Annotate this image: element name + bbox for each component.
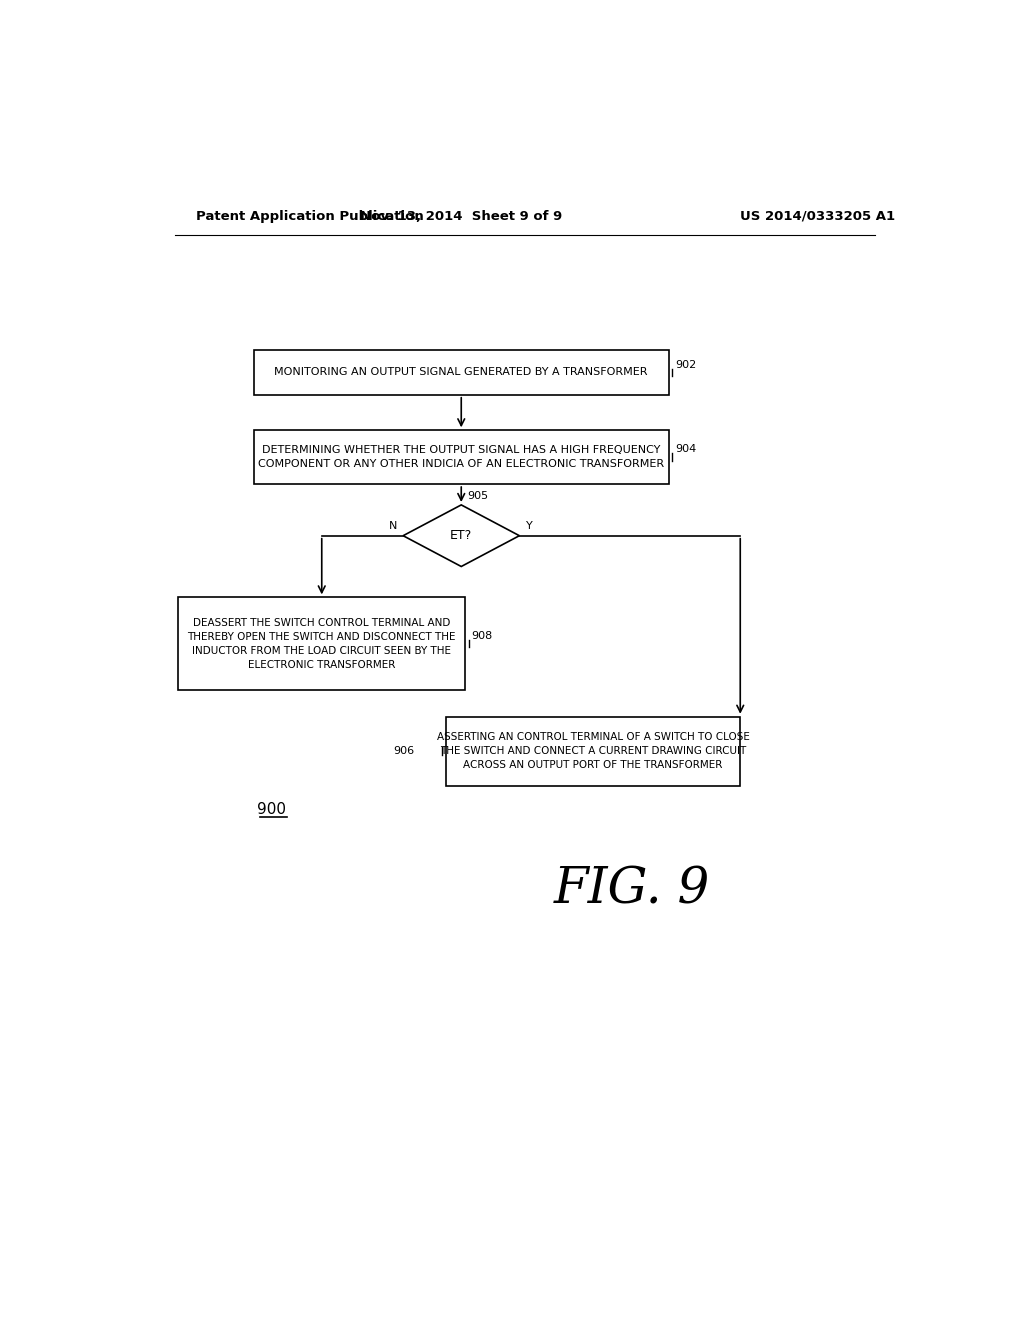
Text: DETERMINING WHETHER THE OUTPUT SIGNAL HAS A HIGH FREQUENCY
COMPONENT OR ANY OTHE: DETERMINING WHETHER THE OUTPUT SIGNAL HA… [258,445,665,469]
Text: DEASSERT THE SWITCH CONTROL TERMINAL AND
THEREBY OPEN THE SWITCH AND DISCONNECT : DEASSERT THE SWITCH CONTROL TERMINAL AND… [187,618,456,669]
Text: MONITORING AN OUTPUT SIGNAL GENERATED BY A TRANSFORMER: MONITORING AN OUTPUT SIGNAL GENERATED BY… [274,367,648,378]
Text: 902: 902 [675,360,696,370]
FancyBboxPatch shape [254,350,669,395]
Text: 904: 904 [675,445,696,454]
FancyBboxPatch shape [178,598,465,689]
Text: ET?: ET? [451,529,472,543]
Text: US 2014/0333205 A1: US 2014/0333205 A1 [740,210,895,223]
Polygon shape [403,506,519,566]
Text: 900: 900 [257,801,286,817]
Text: Y: Y [525,521,532,532]
Text: 905: 905 [467,491,488,502]
Text: 908: 908 [471,631,493,640]
Text: FIG. 9: FIG. 9 [554,865,710,915]
Text: ASSERTING AN CONTROL TERMINAL OF A SWITCH TO CLOSE
THE SWITCH AND CONNECT A CURR: ASSERTING AN CONTROL TERMINAL OF A SWITC… [436,733,750,771]
Text: N: N [388,521,397,532]
Text: Nov. 13, 2014  Sheet 9 of 9: Nov. 13, 2014 Sheet 9 of 9 [360,210,562,223]
FancyBboxPatch shape [445,717,740,785]
FancyBboxPatch shape [254,430,669,484]
Text: Patent Application Publication: Patent Application Publication [197,210,424,223]
Text: 906: 906 [393,746,415,756]
